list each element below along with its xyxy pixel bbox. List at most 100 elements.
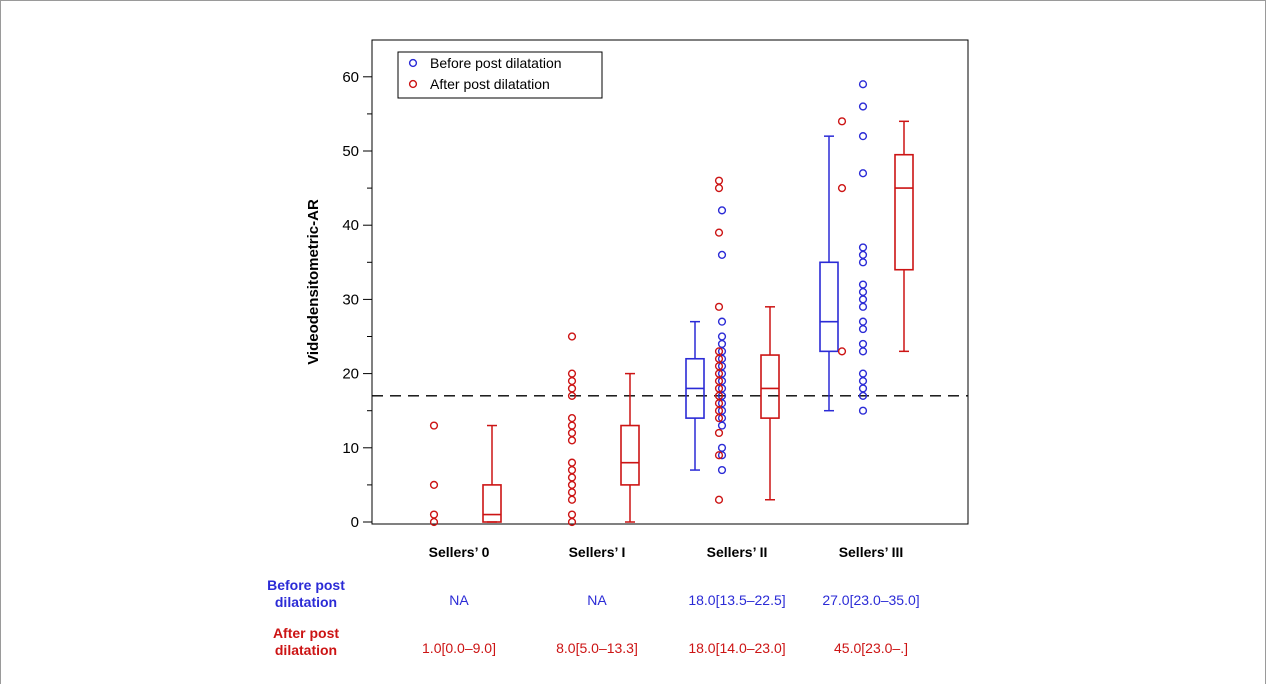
data-point xyxy=(567,465,577,475)
data-point xyxy=(429,510,439,519)
data-point xyxy=(717,250,727,259)
data-point xyxy=(567,495,577,504)
data-point xyxy=(567,473,577,482)
data-point xyxy=(714,176,724,185)
data-point xyxy=(717,465,727,475)
stats-cell: 1.0[0.0–9.0] xyxy=(422,640,496,656)
stats-cell: 45.0[23.0–.] xyxy=(834,640,908,656)
data-point xyxy=(567,332,577,341)
data-point xyxy=(837,347,847,356)
x-category-label: Sellers’ 0 xyxy=(429,544,490,560)
box-plot-after-1 xyxy=(567,332,640,527)
data-point xyxy=(858,132,868,141)
data-point xyxy=(717,443,727,452)
legend-label: After post dilatation xyxy=(430,76,550,92)
stats-cell: 8.0[5.0–13.3] xyxy=(556,640,638,656)
stats-row-label-line: dilatation xyxy=(274,642,338,658)
y-tick-label: 20 xyxy=(342,366,359,383)
data-point xyxy=(717,421,727,430)
data-point xyxy=(714,347,724,356)
y-tick-label: 0 xyxy=(351,514,359,531)
stats-row-label-line: After post xyxy=(272,625,340,641)
data-point xyxy=(858,376,868,386)
data-point xyxy=(837,184,847,193)
interquartile-box xyxy=(760,354,780,419)
data-point xyxy=(858,339,868,349)
data-point xyxy=(567,384,577,393)
data-point xyxy=(858,258,868,267)
data-point xyxy=(429,421,439,430)
stats-row-label: After post dilatation xyxy=(226,625,386,659)
data-point xyxy=(567,488,577,497)
data-point xyxy=(717,317,727,326)
y-tick-label: 40 xyxy=(342,217,359,234)
data-point xyxy=(858,295,868,304)
data-point xyxy=(717,206,727,215)
data-point xyxy=(858,317,868,326)
data-point xyxy=(837,117,847,126)
data-point xyxy=(567,480,577,490)
data-point xyxy=(858,302,868,311)
stats-cell: NA xyxy=(587,592,607,608)
y-tick-label: 10 xyxy=(342,440,359,457)
data-point xyxy=(714,228,724,237)
data-point xyxy=(714,302,724,311)
data-point xyxy=(567,510,577,519)
interquartile-box xyxy=(819,261,839,353)
data-point xyxy=(858,243,868,252)
x-category-label: Sellers’ III xyxy=(839,544,904,560)
data-point xyxy=(858,250,868,259)
y-tick-label: 50 xyxy=(342,143,359,160)
data-point xyxy=(858,80,868,89)
data-point xyxy=(714,428,724,438)
stats-row-label: Before post dilatation xyxy=(226,577,386,611)
box-plot-after-2 xyxy=(714,176,780,504)
data-point xyxy=(567,376,577,386)
legend-box xyxy=(397,51,603,99)
legend-marker xyxy=(408,58,418,68)
box-plot-after-0 xyxy=(429,421,502,527)
y-tick-label: 60 xyxy=(342,69,359,86)
stats-cell: 18.0[14.0–23.0] xyxy=(688,640,786,656)
data-point xyxy=(567,428,577,438)
data-point xyxy=(567,421,577,430)
data-point xyxy=(429,480,439,490)
x-category-label: Sellers’ I xyxy=(569,544,626,560)
data-point xyxy=(567,436,577,445)
data-point xyxy=(858,102,868,111)
stats-cell: 18.0[13.5–22.5] xyxy=(688,592,786,608)
legend-marker xyxy=(408,79,418,89)
stats-cell: NA xyxy=(449,592,469,608)
data-point xyxy=(717,332,727,341)
data-point xyxy=(714,184,724,193)
interquartile-box xyxy=(894,153,914,271)
stats-row-label-line: dilatation xyxy=(274,594,338,610)
x-category-label: Sellers’ II xyxy=(707,544,768,560)
data-point xyxy=(858,406,868,415)
data-point xyxy=(858,369,868,378)
data-point xyxy=(567,369,577,378)
data-point xyxy=(714,495,724,504)
data-point xyxy=(567,414,577,423)
data-point xyxy=(858,169,868,178)
box-plot-before-3 xyxy=(819,80,868,415)
data-point xyxy=(858,347,868,356)
data-point xyxy=(858,324,868,334)
legend: Before post dilatation After post dilatat… xyxy=(397,51,603,99)
data-point xyxy=(858,280,868,289)
interquartile-box xyxy=(620,424,640,486)
interquartile-box xyxy=(482,484,502,523)
data-point xyxy=(858,384,868,393)
data-point xyxy=(858,287,868,297)
legend-label: Before post dilatation xyxy=(430,55,562,71)
data-point xyxy=(717,339,727,349)
data-point xyxy=(714,451,724,460)
box-plot-after-3 xyxy=(837,117,914,356)
y-axis-label: Videodensitometric-AR xyxy=(305,199,322,365)
box-plot-before-2 xyxy=(685,206,727,475)
stats-row-label-line: Before post xyxy=(267,577,345,593)
y-tick-label: 30 xyxy=(342,291,359,308)
plot-area-frame xyxy=(371,39,969,525)
